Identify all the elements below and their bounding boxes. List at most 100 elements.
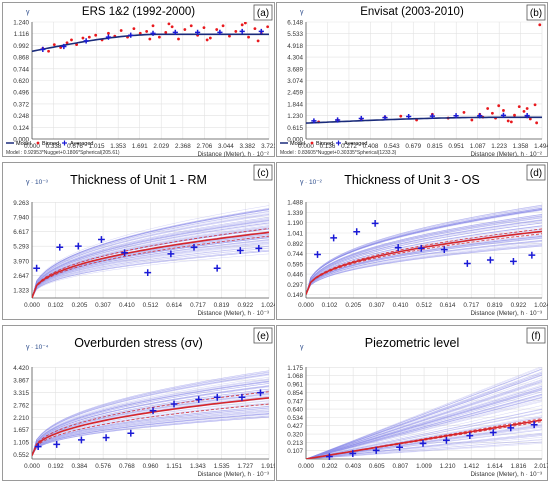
simulation-curve [306, 367, 542, 459]
simulation-curve [306, 412, 542, 459]
plot-area [32, 22, 269, 53]
simulation-curve [306, 371, 542, 459]
simulation-curve [306, 394, 542, 459]
simulation-curve [32, 385, 269, 456]
binned-point [525, 107, 529, 110]
binned-point [87, 35, 91, 39]
averaged-point [486, 256, 494, 264]
simulation-curve [306, 222, 542, 295]
legend-model-label: Model [16, 141, 31, 147]
simulation-curve [306, 216, 542, 295]
averaged-point [382, 115, 388, 121]
simulation-curve [32, 229, 269, 298]
simulation-curve [306, 225, 542, 295]
simulation-curve [306, 241, 542, 295]
x-tick-label: 0.768 [119, 463, 135, 470]
simulation-curve [306, 236, 542, 295]
x-tick-label: 0.951 [448, 143, 464, 150]
binned-point [65, 41, 69, 45]
simulation-curve [32, 219, 269, 298]
simulation-curve [32, 250, 269, 298]
simulation-curve [32, 402, 269, 456]
simulation-curve [306, 237, 542, 295]
averaged-point [429, 113, 435, 119]
y-tick-label: 0.297 [287, 282, 303, 289]
legend: Model Binned Averaged [6, 140, 93, 147]
simulation-curve [32, 409, 269, 456]
panel-letter-box [253, 4, 273, 21]
y-tick-label: 5.533 [287, 31, 303, 38]
binned-point [107, 31, 110, 35]
simulation-curve [306, 385, 542, 459]
binned-point [502, 109, 505, 112]
simulation-curve [32, 219, 269, 298]
y-tick-label: 0.248 [13, 113, 29, 120]
simulation-curve [32, 222, 269, 298]
x-tick-label: 1.353 [110, 143, 126, 150]
y-axis-exponent: · 10⁻⁴ [31, 344, 49, 351]
x-tick-label: 1.494 [534, 143, 548, 150]
simulation-curve [32, 223, 269, 298]
x-tick-label: 0.384 [72, 463, 88, 470]
y-tick-label: 0.427 [287, 423, 303, 430]
binned-point [266, 25, 269, 29]
averaged-point [255, 244, 263, 252]
simulation-curve [306, 204, 542, 295]
binned-point [75, 43, 78, 47]
simulation-curve [306, 389, 542, 459]
simulation-curve [306, 386, 542, 459]
simulation-curve [306, 207, 542, 295]
simulation-curve [32, 225, 269, 298]
model-curve [306, 419, 542, 459]
x-tick-label: 0.922 [238, 302, 254, 309]
simulation-curve [306, 375, 542, 459]
simulation-curve [306, 435, 542, 459]
panel-title: Envisat (2003-2010) [360, 6, 464, 18]
simulation-curve [32, 220, 269, 298]
plot-area [32, 205, 269, 298]
simulation-curve [306, 374, 542, 459]
legend-binned-swatch [310, 141, 314, 145]
simulation-curve [306, 217, 542, 295]
x-tick-label: 0.102 [48, 302, 64, 309]
x-tick-label: 0.807 [393, 463, 409, 470]
simulation-curve [306, 377, 542, 459]
simulation-curve [32, 240, 269, 298]
simulation-curve [32, 211, 269, 298]
envelope-curve [32, 391, 269, 456]
x-tick-label: 2.368 [175, 143, 191, 150]
simulation-curve [32, 208, 269, 298]
simulation-curve [32, 222, 269, 298]
x-tick-label: 2.017 [534, 463, 548, 470]
averaged-point [419, 440, 427, 447]
simulation-curve [32, 414, 269, 456]
simulation-curve [32, 403, 269, 456]
averaged-point [172, 29, 178, 35]
binned-point [221, 24, 225, 28]
averaged-point [238, 393, 246, 401]
panel-frame [2, 2, 275, 157]
simulation-curve [32, 250, 269, 298]
x-tick-label: 0.717 [463, 302, 479, 309]
averaged-point [236, 247, 244, 254]
x-tick-label: 0.960 [143, 463, 159, 470]
simulation-curve [306, 371, 542, 459]
simulation-curve [32, 372, 269, 456]
panel-letter: (f) [531, 331, 540, 342]
simulation-curve [306, 222, 542, 295]
simulation-curve [306, 373, 542, 459]
simulation-curve [32, 406, 269, 456]
y-tick-label: 0.124 [13, 125, 29, 132]
y-axis-exponent: · 10⁻² [305, 179, 323, 186]
simulation-curve [32, 416, 269, 456]
x-tick-label: 0.819 [487, 302, 503, 309]
x-tick-label: 3.721 [261, 143, 275, 150]
y-tick-label: 2.459 [287, 90, 303, 97]
averaged-point [56, 243, 64, 251]
binned-point [538, 23, 542, 27]
simulation-curve [32, 228, 269, 298]
simulation-curve [306, 242, 542, 295]
y-tick-label: 3.315 [13, 390, 29, 397]
